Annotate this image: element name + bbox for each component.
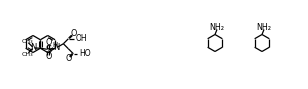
- Text: O: O: [45, 52, 51, 61]
- Text: O: O: [45, 38, 51, 47]
- Text: CH₃: CH₃: [22, 39, 34, 44]
- Text: O: O: [65, 54, 71, 63]
- Text: H: H: [53, 42, 58, 48]
- Text: S: S: [45, 45, 51, 55]
- Text: O: O: [70, 29, 77, 38]
- Text: NH₂: NH₂: [209, 23, 225, 32]
- Text: N: N: [53, 43, 59, 52]
- Text: HO: HO: [79, 49, 91, 58]
- Text: CH₃: CH₃: [22, 52, 34, 57]
- Text: NH₂: NH₂: [257, 23, 271, 32]
- Text: N: N: [30, 43, 37, 52]
- Text: OH: OH: [76, 34, 87, 43]
